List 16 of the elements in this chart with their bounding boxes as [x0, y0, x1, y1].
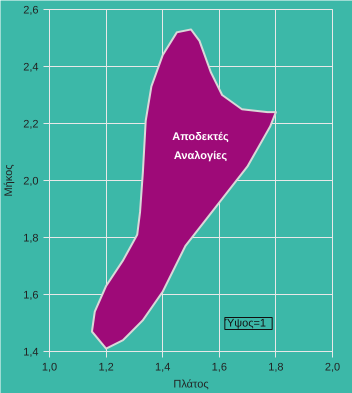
y-tick-label: 2,4	[23, 62, 39, 74]
y-tick-label: 2,6	[23, 4, 39, 16]
x-tick-label: 2,0	[324, 362, 340, 374]
annotation: Αποδεκτές Αναλογίες	[172, 130, 229, 162]
y-tick-label: 1,8	[23, 232, 39, 244]
y-tick-label: 2,0	[23, 176, 39, 188]
x-tick-label: 1,6	[212, 362, 227, 374]
y-tick-label: 1,6	[23, 290, 39, 302]
x-tick-label: 1,2	[98, 362, 114, 374]
x-tick-label: 1,8	[268, 362, 284, 374]
y-tick-label: 1,4	[23, 346, 39, 358]
x-axis-title: Πλάτος	[173, 378, 209, 390]
y-tick-label: 2,2	[23, 118, 39, 130]
x-tick-label: 1,0	[42, 362, 58, 374]
y-axis-title: Μήκος	[3, 164, 16, 197]
x-tick-label: 1,4	[155, 362, 170, 374]
